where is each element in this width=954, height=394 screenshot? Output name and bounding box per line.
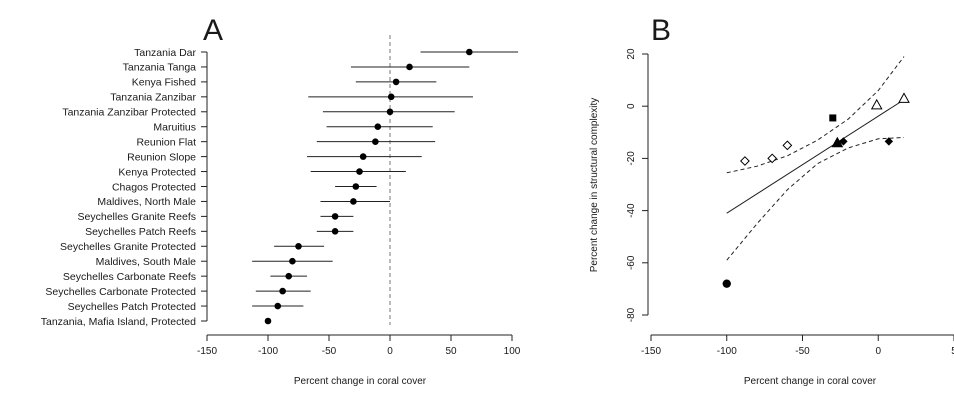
data-point [289,257,296,265]
category-label: Tanzania Zanzibar Protected [62,107,196,119]
data-point [466,48,473,56]
data-point [356,168,363,175]
y-tick-label-b: -60 [626,255,637,270]
x-tick-label-b: -100 [717,346,737,357]
data-point [295,242,302,250]
y-tick-label-b: 20 [626,48,637,60]
data-point-circle [722,279,731,288]
x-tick-label-a: -50 [322,346,337,357]
category-label: Seychelles Patch Protected [68,301,197,313]
data-point-diamond [839,137,848,146]
y-tick-label-b: -80 [626,307,637,322]
category-label: Maldives, South Male [96,256,197,268]
panel-a-forest-plot: Tanzania Dar Tanzania Tanga Kenya Fished Ta… [41,35,521,387]
y-tick-label-b: -40 [626,203,637,218]
x-axis-title-a: Percent change in coral cover [294,376,427,387]
x-tick-label-b: 5 [951,346,954,357]
data-point [279,287,286,295]
data-point [264,317,272,325]
x-tick-label-b: -50 [795,346,810,357]
x-tick-label-a: 50 [445,346,457,357]
category-label: Kenya Fished [132,77,196,89]
category-label: Tanzania, Mafia Island, Protected [41,316,196,328]
category-label: Maldives, North Male [97,196,196,208]
data-point-diamond [740,156,750,166]
category-label: Kenya Protected [118,166,196,178]
category-label: Tanzania Zanzibar [110,92,196,104]
y-axis-title-b: Percent change in structural complexity [589,98,600,273]
x-tick-label-a: 100 [504,346,521,357]
data-point-diamond [782,140,793,151]
x-axis-title-b: Percent change in coral cover [744,376,877,387]
data-point-triangle [870,98,883,110]
panel-a-letter: A [203,14,223,47]
x-tick-label-a: 0 [387,346,393,357]
data-point [350,198,357,205]
category-label: Maruitius [153,122,196,134]
data-point-diamond [767,153,778,164]
data-point [392,78,400,86]
category-label: Reunion Flat [136,136,196,148]
data-point-triangle [898,92,910,103]
category-label: Tanzania Tanga [123,62,197,74]
category-label: Tanzania Dar [134,47,196,59]
regression-line [726,99,905,214]
y-tick-label-b: 0 [626,103,637,109]
category-label: Seychelles Granite Protected [60,241,196,253]
category-label: Seychelles Granite Reefs [78,211,196,223]
data-point-triangle [831,136,844,148]
x-tick-label-b: 0 [875,346,881,357]
y-tick-label-b: -20 [626,151,637,166]
data-point [387,93,395,101]
data-point-diamond [884,137,894,146]
category-label: Seychelles Carbonate Protected [45,286,196,298]
data-point [406,63,413,71]
category-label: Seychelles Carbonate Reefs [63,271,196,283]
category-label: Chagos Protected [112,181,196,193]
data-point [352,183,360,190]
ci-lower-curve [726,137,905,261]
category-label: Seychelles Patch Reefs [85,226,196,238]
data-point [359,153,367,160]
data-point [331,228,339,235]
category-label: Reunion Slope [127,151,196,163]
x-tick-label-b: -150 [641,346,661,357]
panel-b-letter: B [651,14,671,47]
panel-b-scatter-plot: 20 0 -20 -40 -60 -80 Percent change in structu… [589,48,954,387]
x-tick-label-a: -150 [197,346,217,357]
data-point [372,138,379,145]
x-tick-label-a: -100 [258,346,278,357]
data-point [374,123,382,131]
data-point [331,213,339,220]
data-point-square [829,114,837,122]
data-point [285,272,293,280]
ci-upper-curve [726,56,905,174]
data-point [274,302,282,310]
data-point [386,108,394,116]
